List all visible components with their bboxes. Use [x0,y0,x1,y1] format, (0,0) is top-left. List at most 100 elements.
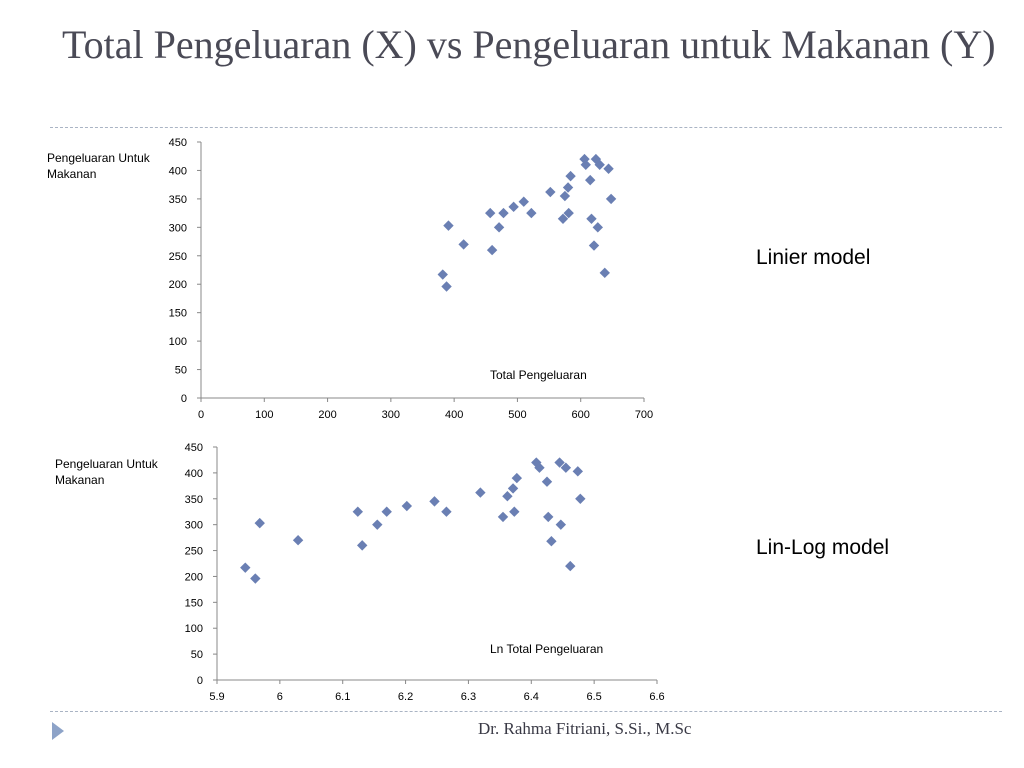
y-tick-label: 0 [181,393,187,405]
triangle-right-icon [52,722,64,740]
x-tick-label: 500 [508,409,526,421]
data-point [372,519,383,530]
y-tick-label: 350 [185,494,203,506]
data-point [518,196,529,207]
data-point [443,220,454,231]
y-axis-title-line: Pengeluaran Untuk [47,151,151,165]
data-point [579,153,590,165]
y-tick-label: 250 [185,546,203,558]
data-point [603,163,614,174]
data-point [565,560,576,572]
y-tick-label: 150 [169,308,187,320]
data-point [565,170,576,182]
data-point [541,476,553,487]
y-tick-label: 150 [185,597,203,609]
data-point [559,190,571,202]
y-tick-label: 50 [191,649,203,661]
data-point [475,487,486,498]
y-tick-label: 300 [169,222,187,234]
y-tick-label: 450 [185,442,203,454]
data-point [546,536,557,547]
title-divider [50,127,1002,128]
data-point [507,483,519,494]
data-point [508,201,519,213]
data-point [401,500,413,512]
data-point [254,517,265,529]
x-tick-label: 600 [572,409,590,421]
data-point [485,207,496,219]
y-tick-label: 450 [169,137,187,149]
data-point [250,573,261,584]
data-point [543,511,554,523]
data-point [531,457,542,468]
y-tick-label: 100 [185,623,203,635]
data-point [292,535,304,546]
data-point [381,506,392,517]
y-tick-label: 200 [169,279,187,291]
slide-title: Total Pengeluaran (X) vs Pengeluaran unt… [62,22,996,67]
data-point [534,462,545,473]
x-tick-label: 6.5 [586,691,601,703]
data-point [592,222,604,233]
footer-divider [50,711,1002,712]
y-tick-label: 100 [169,336,187,348]
data-point [563,207,574,219]
data-point [605,193,617,205]
data-point [588,240,600,251]
x-tick-label: 6.2 [398,691,413,703]
x-tick-label: 6.3 [461,691,476,703]
x-tick-label: 6 [277,691,283,703]
data-point [502,490,513,502]
data-point [599,267,610,279]
y-tick-label: 50 [175,365,187,377]
x-tick-label: 200 [318,409,336,421]
data-point [352,506,363,517]
y-axis-title: Pengeluaran Untuk Makanan [47,151,151,181]
x-tick-label: 0 [198,409,204,421]
data-point [545,186,556,198]
y-axis-title: Pengeluaran Untuk Makanan [55,457,159,487]
data-point [493,222,505,233]
y-tick-label: 350 [169,194,187,206]
data-point [594,159,605,170]
data-point [240,562,251,573]
data-point [498,207,509,219]
y-axis-title-line: Makanan [47,167,96,181]
x-tick-label: 6.1 [335,691,350,703]
data-point [562,182,574,193]
y-tick-label: 200 [185,571,203,583]
data-point [590,153,602,165]
scatter-chart-linlog: 0 50 100 150 200 250 300 350 400 450 5.9 6 6.1 6.2 6.3… [55,442,665,703]
linlog-model-label: Lin-Log model [756,536,890,559]
data-point [458,239,469,250]
x-tick-label: 5.9 [209,691,224,703]
data-point [555,519,567,530]
y-axis-title-line: Pengeluaran Untuk [55,457,159,471]
data-point [441,506,452,517]
data-point [497,511,509,523]
x-tick-label: 6.6 [649,691,664,703]
scatter-chart-linear: 0 50 100 150 200 250 300 350 400 450 0 100 200 300 400… [47,137,653,421]
x-axis-title: Ln Total Pengeluaran [490,642,603,656]
data-point [526,207,537,219]
y-tick-label: 0 [197,675,203,687]
data-point [429,496,440,507]
x-tick-label: 400 [445,409,463,421]
data-point [486,244,498,256]
y-axis-title-line: Makanan [55,473,104,487]
data-point [509,506,520,517]
footer-author: Dr. Rahma Fitriani, S.Si., M.Sc [478,719,692,738]
x-tick-label: 6.4 [524,691,539,703]
data-point [586,213,597,224]
x-axis-title: Total Pengeluaran [490,368,587,382]
x-tick-label: 100 [255,409,273,421]
x-tick-label: 300 [382,409,400,421]
linear-model-label: Linier model [756,246,871,269]
data-point [511,472,523,484]
y-tick-label: 400 [169,165,187,177]
data-point [437,269,448,280]
data-point [560,462,572,473]
data-point [580,159,591,170]
data-point [572,466,583,477]
y-tick-label: 400 [185,468,203,480]
